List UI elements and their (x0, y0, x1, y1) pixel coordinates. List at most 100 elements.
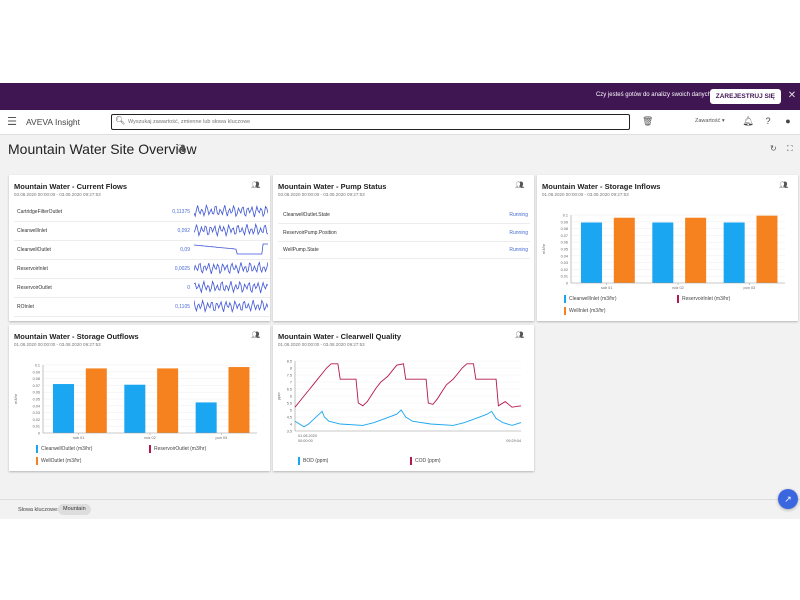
y-tick-label: 0.04 (561, 254, 568, 258)
pump-label: ReservoirPump.Position (283, 229, 337, 236)
legend-label: ReservoirInlet (m3/hr) (682, 296, 731, 302)
refresh-icon[interactable]: ↻ (770, 144, 777, 153)
bar[interactable] (652, 222, 674, 283)
x-tick-label: 01.08.2020 (298, 434, 317, 438)
x-tick-label: ndz 02 (144, 436, 155, 440)
y-tick-label: 0.01 (561, 275, 568, 279)
y-tick-label: 0.06 (33, 391, 40, 395)
pump-row[interactable]: ReservoirPump.Position Running (278, 224, 530, 242)
legend-label: WellOutlet (m3/hr) (41, 458, 82, 464)
legend-swatch (36, 445, 38, 453)
content-dropdown[interactable]: Zawartość ▾ (695, 118, 725, 124)
bar[interactable] (613, 217, 635, 283)
pump-row[interactable]: WellPump.State Running (278, 241, 530, 259)
card-title: Mountain Water - Clearwell Quality (278, 332, 402, 341)
bar[interactable] (124, 384, 146, 433)
legend-swatch (36, 457, 38, 465)
menu-icon[interactable]: ☰ (7, 116, 17, 128)
inflows-bar-chart: 0 0.01 0.02 0.03 0.04 0.05 0.06 0.07 0.08 0.09 0.1… (542, 214, 785, 290)
card-title: Mountain Water - Pump Status (278, 182, 387, 191)
legend-label: WellInlet (m3/hr) (569, 308, 606, 314)
card-current-flows: Mountain Water - Current Flows 03.08.202… (9, 175, 270, 321)
people-icon[interactable]: 👥︎ (251, 332, 260, 339)
y-tick-label: 0.08 (33, 377, 40, 381)
bar[interactable] (580, 222, 602, 283)
legend-swatch (410, 457, 412, 465)
y-tick-label: 0.07 (33, 384, 40, 388)
y-tick-label: 0.03 (561, 261, 568, 265)
pump-row[interactable]: ClearwellOutlet.State Running (278, 206, 530, 224)
series-line[interactable] (294, 409, 522, 428)
flow-row[interactable]: ReservoirInlet 0,0025 (14, 259, 270, 279)
sparkline (194, 203, 268, 218)
bar[interactable] (195, 402, 217, 433)
pump-status: Running (509, 229, 528, 236)
sparkline-path (194, 222, 268, 238)
legend-swatch (564, 295, 566, 303)
sparkline-path (194, 279, 268, 294)
help-icon[interactable]: ? (765, 116, 771, 126)
bell-icon[interactable]: 🔔︎ (742, 116, 754, 126)
y-axis-label: m3/hr (14, 393, 18, 403)
sparkline-path (194, 299, 268, 314)
bar[interactable] (756, 215, 778, 283)
sparkline-path (194, 261, 268, 275)
card-title: Mountain Water - Storage Outflows (14, 332, 139, 341)
flow-row[interactable]: ROInlet 0,1105 (14, 297, 270, 317)
close-icon[interactable]: ✕ (787, 90, 797, 101)
keywords-label: Słowa kluczowe: (18, 507, 59, 513)
card-time-range: 01.08.2020 00:00:00 - 03.08.2020 09:27:5… (14, 342, 101, 347)
top-bar: ☰ AVEVA Insight 🔍︎ 🗑︎ Zawartość ▾ 🔔︎ ? ● (0, 110, 800, 135)
y-tick-label: 7.5 (287, 374, 292, 378)
series-line[interactable] (294, 363, 522, 408)
bar[interactable] (685, 217, 707, 283)
legend-label: BOD (ppm) (303, 458, 329, 464)
x-tick-label: sob 01 (73, 436, 84, 440)
search-box[interactable]: 🔍︎ (111, 114, 630, 130)
flow-label: ClearwellInlet (17, 228, 48, 234)
y-tick-label: 0.04 (33, 404, 40, 408)
people-icon[interactable]: 👥︎ (176, 144, 187, 153)
fullscreen-icon[interactable]: ⛶ (787, 144, 793, 153)
y-tick-label: 0.1 (563, 214, 568, 218)
y-tick-label: 5.5 (287, 402, 292, 406)
flow-value: 0,092 (177, 228, 190, 234)
card-time-range: 01.08.2020 00:00:00 - 03.08.2020 09:27:5… (542, 192, 629, 197)
flow-row[interactable]: CartridgeFilterOutlet 0,11375 (14, 202, 270, 222)
card-pump-status: Mountain Water - Pump Status 03.08.2020 … (273, 175, 534, 321)
x-tick-label: 00:00:00 (298, 439, 313, 443)
people-icon[interactable]: 👥︎ (515, 182, 524, 189)
card-clearwell-quality: Mountain Water - Clearwell Quality 01.08… (273, 325, 534, 471)
y-tick-label: 0.09 (561, 220, 568, 224)
keyword-chip[interactable]: Mountain (58, 504, 91, 515)
flow-row[interactable]: ReservoirOutlet 0 (14, 278, 270, 298)
card-title: Mountain Water - Current Flows (14, 182, 128, 191)
people-icon[interactable]: 👥︎ (515, 332, 524, 339)
trash-icon[interactable]: 🗑︎ (642, 116, 654, 126)
bar[interactable] (157, 368, 179, 433)
sparkline-path (194, 203, 268, 218)
people-icon[interactable]: 👥︎ (251, 182, 260, 189)
card-time-range: 01.08.2020 00:00:00 - 03.08.2020 09:27:5… (278, 342, 365, 347)
register-button[interactable]: ZAREJESTRUJ SIĘ (709, 89, 781, 104)
flow-row[interactable]: ClearwellInlet 0,092 (14, 221, 270, 241)
bar[interactable] (85, 368, 107, 433)
y-tick-label: 8.5 (287, 360, 292, 364)
account-icon[interactable]: ● (785, 116, 791, 126)
sparkline-path (194, 243, 268, 255)
legend-label: COD (ppm) (415, 458, 441, 464)
card-time-range: 03.08.2020 00:00:00 - 03.08.2020 09:27:5… (278, 192, 365, 197)
people-icon[interactable]: 👥︎ (779, 182, 788, 189)
card-storage-outflows: Mountain Water - Storage Outflows 01.08.… (9, 325, 270, 471)
search-input[interactable] (128, 116, 618, 128)
flow-row[interactable]: ClearwellOutlet 0,09 (14, 240, 270, 260)
flow-value: 0 (187, 285, 190, 291)
pump-status: Running (509, 212, 528, 218)
quality-line-chart: 3.5 4 4.5 5 5.5 6 6.5 7 7.5 8 8.5 ppm 01.08.202000:0… (277, 360, 522, 443)
share-icon[interactable]: ↗ (778, 489, 798, 509)
bar[interactable] (228, 367, 250, 433)
bar[interactable] (52, 384, 74, 433)
y-tick-label: 4.5 (287, 416, 292, 420)
legend-label: ReservoirOutlet (m3/hr) (154, 446, 207, 452)
bar[interactable] (723, 222, 745, 283)
